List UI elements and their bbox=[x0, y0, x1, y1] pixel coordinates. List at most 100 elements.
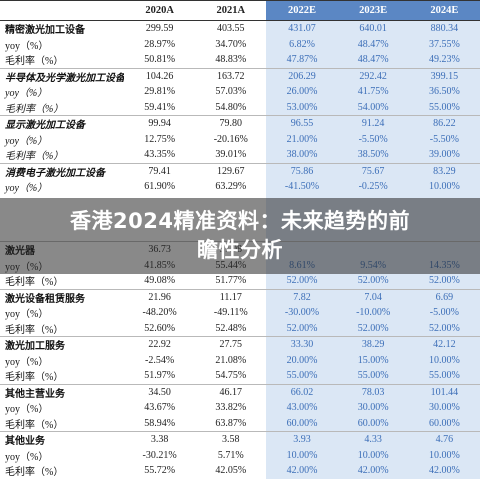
estimate-value-cell: 52.00% bbox=[408, 273, 480, 289]
estimate-value-cell: 55.00% bbox=[266, 368, 338, 384]
estimate-value-cell: 10.00% bbox=[408, 447, 480, 463]
estimate-value-cell: 38.50% bbox=[337, 147, 409, 163]
estimate-value-cell: 52.00% bbox=[266, 273, 338, 289]
table-row: 其他主营业务 34.50 46.17 66.02 78.03 101.44 bbox=[0, 383, 480, 400]
actual-value-cell: 61.90% bbox=[144, 181, 176, 193]
estimate-value-cell: 3.93 bbox=[266, 431, 338, 448]
actual-value-cell: 5.71% bbox=[217, 449, 244, 461]
estimate-value-cell: 21.00% bbox=[266, 131, 338, 147]
actual-value-cell: 3.58 bbox=[195, 431, 267, 448]
estimate-value-cell: 52.00% bbox=[337, 273, 409, 289]
estimate-value-cell: 880.34 bbox=[408, 20, 480, 37]
estimate-value-cell: 10.00% bbox=[408, 352, 480, 368]
header-estimate-year-cell: 2024E bbox=[408, 0, 480, 21]
actual-value-cell: 51.97% bbox=[144, 370, 176, 382]
estimate-value-cell: 206.29 bbox=[266, 67, 338, 84]
estimate-value-cell: -0.25% bbox=[337, 179, 409, 195]
estimate-value-cell: 36.50% bbox=[408, 84, 480, 100]
metric-label-cell: 毛利率（%） bbox=[5, 151, 64, 163]
table-header-row: 2020A 2021A 2022E 2023E 2024E bbox=[0, 0, 480, 21]
actual-value-cell: 22.92 bbox=[124, 336, 196, 353]
estimate-value-cell: 55.00% bbox=[408, 368, 480, 384]
estimate-value-cell: 49.23% bbox=[408, 52, 480, 68]
metric-label-cell: yoy（%） bbox=[5, 309, 49, 321]
metric-label-cell: 毛利率（%） bbox=[5, 419, 64, 431]
estimate-value-cell: 431.07 bbox=[266, 20, 338, 37]
estimate-value-cell: 78.03 bbox=[337, 383, 409, 400]
table-row: 其他业务 3.38 3.58 3.93 4.33 4.76 bbox=[0, 431, 480, 448]
metric-label-cell: 毛利率（%） bbox=[5, 372, 64, 384]
estimate-value-cell: 60.00% bbox=[337, 415, 409, 432]
actual-value-cell: 46.17 bbox=[195, 383, 267, 400]
table-row: 毛利率（%） 43.35% 39.01% 38.00% 38.50% 39.00% bbox=[0, 147, 480, 163]
estimate-value-cell: 292.42 bbox=[337, 67, 409, 84]
actual-value-cell: 52.48% bbox=[215, 322, 247, 334]
actual-value-cell: 21.08% bbox=[215, 354, 247, 366]
table-row: 激光设备租赁服务 21.96 11.17 7.82 7.04 6.69 bbox=[0, 288, 480, 305]
actual-value-cell: -20.16% bbox=[213, 133, 248, 145]
actual-value-cell: 63.87% bbox=[215, 417, 247, 429]
actual-value-cell: 34.70% bbox=[215, 38, 247, 50]
metric-label-cell: yoy（%） bbox=[5, 404, 49, 416]
estimate-value-cell: -10.00% bbox=[337, 305, 409, 321]
actual-value-cell: 79.41 bbox=[124, 162, 196, 179]
table-row: 毛利率（%） 52.60% 52.48% 52.00% 52.00% 52.00% bbox=[0, 320, 480, 337]
metric-label-cell: yoy（%） bbox=[5, 356, 49, 368]
segment-name-cell: 显示激光加工设备 bbox=[0, 115, 125, 132]
table-row: yoy（%） -2.54% 21.08% 20.00% 15.00% 10.00% bbox=[0, 352, 480, 368]
table-row: yoy（%） -30.21% 5.71% 10.00% 10.00% 10.00% bbox=[0, 447, 480, 463]
estimate-value-cell: 4.33 bbox=[337, 431, 409, 448]
metric-label-cell: yoy（%） bbox=[5, 183, 48, 195]
actual-value-cell: 34.50 bbox=[124, 383, 196, 400]
header-estimate-year-cell: 2023E bbox=[337, 0, 409, 21]
actual-value-cell: 49.08% bbox=[144, 275, 176, 287]
estimate-value-cell: 43.00% bbox=[266, 400, 338, 416]
estimate-value-cell: 91.24 bbox=[337, 115, 409, 132]
table-row: 毛利率（%） 59.41% 54.80% 53.00% 54.00% 55.00% bbox=[0, 99, 480, 116]
estimate-value-cell: 75.86 bbox=[266, 162, 338, 179]
estimate-value-cell: 42.00% bbox=[337, 463, 409, 479]
actual-value-cell: 43.35% bbox=[144, 149, 176, 161]
actual-value-cell: 12.75% bbox=[144, 133, 176, 145]
estimate-value-cell: -5.00% bbox=[408, 305, 480, 321]
actual-value-cell: 50.81% bbox=[144, 54, 176, 66]
actual-value-cell: 163.72 bbox=[195, 67, 267, 84]
estimate-value-cell: 10.00% bbox=[337, 447, 409, 463]
actual-value-cell: -30.21% bbox=[142, 449, 177, 461]
estimate-value-cell: 53.00% bbox=[266, 99, 338, 116]
segment-name-cell: 激光加工服务 bbox=[0, 336, 125, 353]
actual-value-cell: 28.97% bbox=[144, 38, 176, 50]
metric-label-cell: 毛利率（%） bbox=[5, 56, 64, 68]
actual-value-cell: 63.29% bbox=[215, 181, 247, 193]
actual-value-cell: 27.75 bbox=[195, 336, 267, 353]
estimate-value-cell: 399.15 bbox=[408, 67, 480, 84]
actual-value-cell: 51.77% bbox=[215, 275, 247, 287]
actual-value-cell: 104.26 bbox=[124, 67, 196, 84]
header-label-cell bbox=[0, 0, 125, 21]
table-row: 毛利率（%） 51.97% 54.75% 55.00% 55.00% 55.00% bbox=[0, 368, 480, 384]
estimate-value-cell: 96.55 bbox=[266, 115, 338, 132]
estimate-value-cell: 30.00% bbox=[337, 400, 409, 416]
table-row: 激光加工服务 22.92 27.75 33.30 38.29 42.12 bbox=[0, 336, 480, 353]
actual-value-cell: 59.41% bbox=[144, 101, 176, 113]
article-title-line-2: 瞻性分析 bbox=[197, 238, 283, 262]
metric-label-cell: 毛利率（%） bbox=[5, 277, 64, 289]
actual-value-cell: 21.96 bbox=[124, 288, 196, 305]
estimate-value-cell: 42.00% bbox=[408, 463, 480, 479]
metric-label-cell: 毛利率（%） bbox=[5, 467, 64, 479]
actual-value-cell: 33.82% bbox=[215, 402, 247, 414]
estimate-value-cell: 33.30 bbox=[266, 336, 338, 353]
estimate-value-cell: -41.50% bbox=[266, 179, 338, 195]
estimate-value-cell: 52.00% bbox=[408, 320, 480, 337]
article-title-banner: 香港2024精准资料：未来趋势的前 瞻性分析 bbox=[0, 198, 480, 274]
segment-name-cell: 其他主营业务 bbox=[0, 383, 125, 400]
estimate-value-cell: 48.47% bbox=[337, 52, 409, 68]
segment-name-cell: 半导体及光学激光加工设备 bbox=[0, 67, 125, 84]
estimate-value-cell: 60.00% bbox=[408, 415, 480, 432]
estimate-value-cell: 26.00% bbox=[266, 84, 338, 100]
actual-value-cell: 11.17 bbox=[195, 288, 267, 305]
actual-value-cell: 129.67 bbox=[195, 162, 267, 179]
actual-value-cell: 39.01% bbox=[215, 149, 247, 161]
estimate-value-cell: 42.00% bbox=[266, 463, 338, 479]
estimate-value-cell: 48.47% bbox=[337, 36, 409, 52]
